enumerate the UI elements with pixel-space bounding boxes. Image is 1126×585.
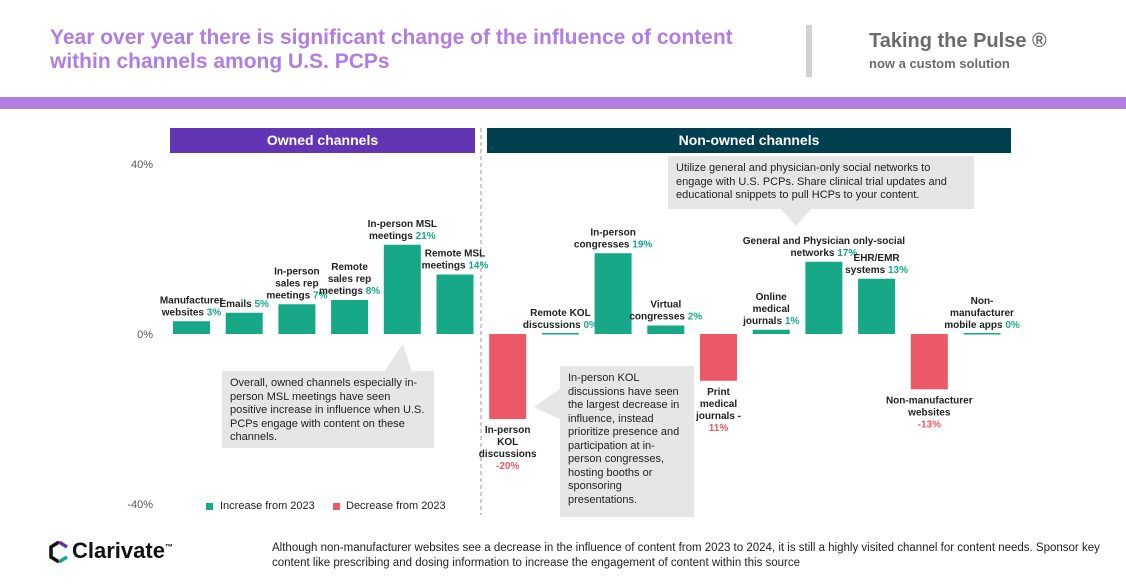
bar-label-13: EHR/EMR systems 13% — [845, 253, 908, 276]
callout-social-pointer — [780, 208, 812, 226]
y-tick-label: 0% — [137, 329, 153, 341]
callout-kol-discussions: In-person KOL discussions have seen the … — [560, 366, 694, 517]
bar-label-6: In-person KOL discussions -20% — [479, 425, 537, 472]
clarivate-logo-icon — [49, 541, 68, 563]
clarivate-logo-text: Clarivate™ — [72, 538, 173, 563]
bar-label-1: Emails 5% — [219, 299, 269, 310]
bar-7 — [541, 333, 579, 335]
bar-label-7: Remote KOL discussions 0% — [523, 308, 598, 331]
legend-decrease-label: Decrease from 2023 — [346, 500, 446, 512]
bar-14 — [910, 334, 948, 390]
bar-0 — [173, 321, 210, 334]
bar-13 — [858, 278, 896, 334]
bar-label-8: In-person congresses 19% — [574, 227, 652, 250]
bar-15 — [963, 333, 1001, 335]
y-tick-label: -40% — [127, 499, 153, 511]
bar-label-10: Print medical journals -11% — [695, 387, 741, 434]
page-title: Year over year there is significant chan… — [50, 26, 733, 73]
callout-owned-pointer — [384, 344, 412, 372]
bar-label-5: Remote MSL meetings 14% — [422, 249, 489, 272]
bar-label-3: Remote sales rep meetings 8% — [319, 262, 380, 297]
bar-5 — [436, 274, 474, 334]
bar-11 — [752, 329, 790, 334]
header-divider — [806, 25, 812, 77]
non-owned-channels-header: Non-owned channels — [487, 128, 1011, 153]
bar-label-2: In-person sales rep meetings 7% — [266, 266, 327, 301]
legend-increase-swatch — [206, 503, 213, 510]
bar-label-4: In-person MSL meetings 21% — [368, 219, 437, 242]
bar-label-15: Non-manufacturer mobile apps 0% — [944, 296, 1020, 331]
brand-tagline: now a custom solution — [869, 56, 1010, 71]
bar-12 — [805, 261, 843, 334]
bar-4 — [383, 244, 421, 334]
bar-9 — [647, 325, 685, 334]
brand-name: Taking the Pulse ® — [869, 30, 1047, 52]
bar-label-0: Manufacturer websites 3% — [160, 295, 223, 318]
bar-8 — [594, 253, 632, 334]
legend-increase-label: Increase from 2023 — [220, 500, 315, 512]
accent-band — [0, 97, 1126, 109]
callout-kol-pointer — [534, 388, 561, 420]
bar-10 — [700, 334, 737, 381]
bar-label-14: Non-manufacturer websites -13% — [886, 395, 973, 430]
legend-decrease-swatch — [333, 503, 340, 510]
bar-6 — [489, 334, 527, 419]
bar-label-11: Online medical journals 1% — [742, 292, 799, 327]
y-tick-label: 40% — [131, 159, 153, 171]
callout-social-networks: Utilize general and physician-only socia… — [668, 156, 974, 209]
bar-3 — [331, 300, 369, 334]
bar-label-12: General and Physician only-social network… — [743, 236, 906, 259]
bar-2 — [278, 304, 316, 334]
bar-label-9: Virtual congresses 2% — [629, 300, 702, 323]
footnote: Although non-manufacturer websites see a… — [272, 542, 1100, 569]
bar-1 — [225, 312, 263, 334]
callout-owned-channels: Overall, owned channels especially in-pe… — [222, 371, 434, 448]
owned-channels-header: Owned channels — [170, 128, 475, 153]
